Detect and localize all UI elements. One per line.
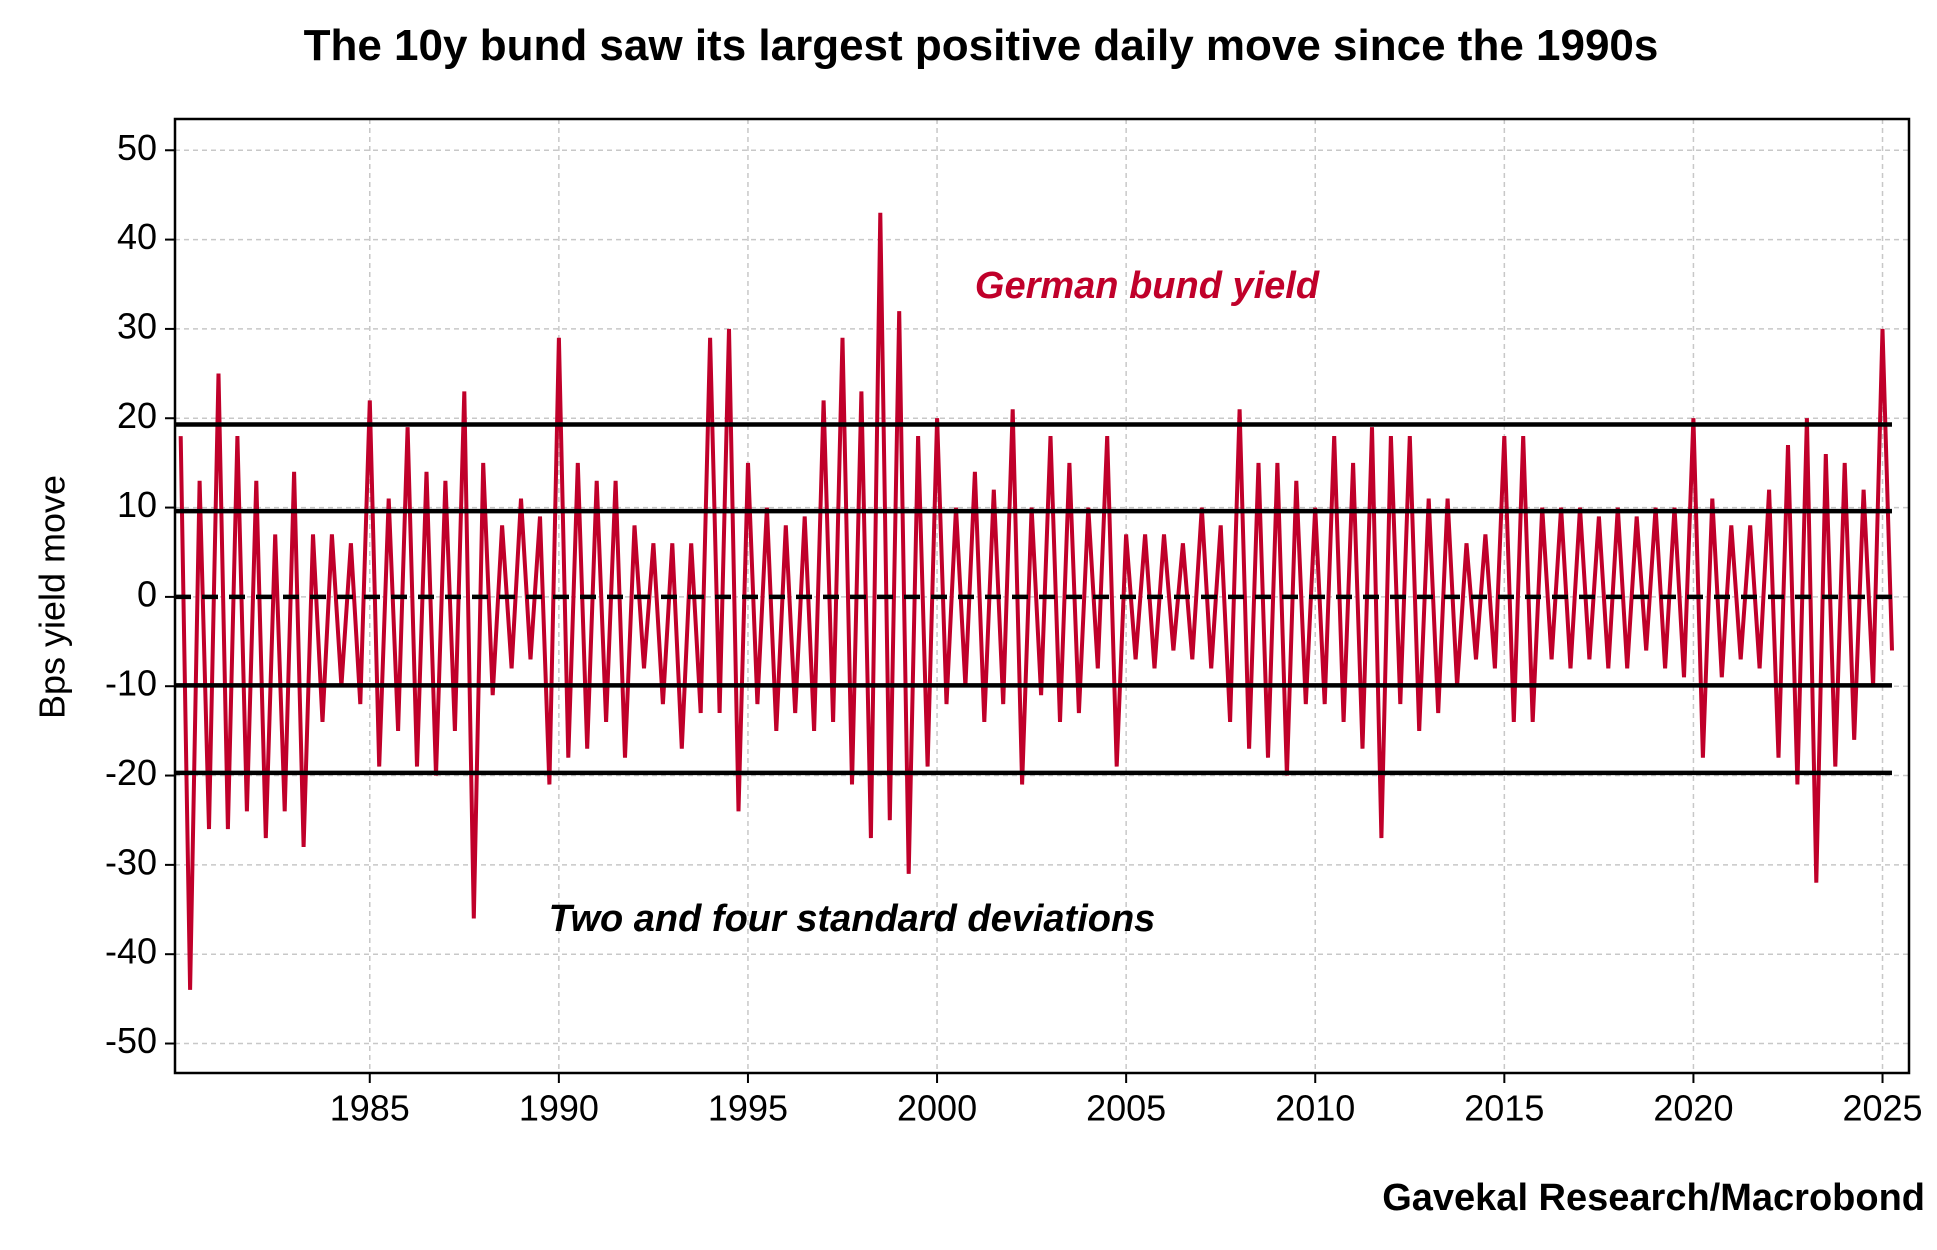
y-axis-label: Bps yield move bbox=[32, 475, 73, 719]
y-tick-label: -50 bbox=[105, 1020, 157, 1061]
x-tick-label: 1990 bbox=[519, 1088, 599, 1129]
x-tick-label: 2000 bbox=[897, 1088, 977, 1129]
y-tick-label: -20 bbox=[105, 752, 157, 793]
x-tick-label: 2025 bbox=[1842, 1088, 1922, 1129]
x-tick-label: 2005 bbox=[1086, 1088, 1166, 1129]
annotation: German bund yield bbox=[975, 265, 1320, 307]
plot-frame bbox=[173, 117, 1911, 1075]
data-line bbox=[178, 212, 1894, 990]
x-tick-label: 2010 bbox=[1275, 1088, 1355, 1129]
source: Gavekal Research/Macrobond bbox=[1382, 1177, 1925, 1219]
y-tick-label: 20 bbox=[117, 395, 157, 436]
x-tick-label: 2015 bbox=[1464, 1088, 1544, 1129]
y-tick-label: -30 bbox=[105, 841, 157, 882]
annotation: Two and four standard deviations bbox=[549, 898, 1156, 940]
x-tick-label: 1995 bbox=[708, 1088, 788, 1129]
x-tick-label: 1985 bbox=[330, 1088, 410, 1129]
x-tick-label: 2020 bbox=[1653, 1088, 1733, 1129]
chart-title: The 10y bund saw its largest positive da… bbox=[304, 21, 1659, 70]
y-tick-label: -10 bbox=[105, 663, 157, 704]
y-tick-label: -40 bbox=[105, 931, 157, 972]
y-tick-label: 40 bbox=[117, 216, 157, 257]
y-tick-label: 50 bbox=[117, 127, 157, 168]
y-tick-label: 10 bbox=[117, 484, 157, 525]
y-tick-label: 30 bbox=[117, 305, 157, 346]
y-tick-label: 0 bbox=[137, 573, 157, 614]
